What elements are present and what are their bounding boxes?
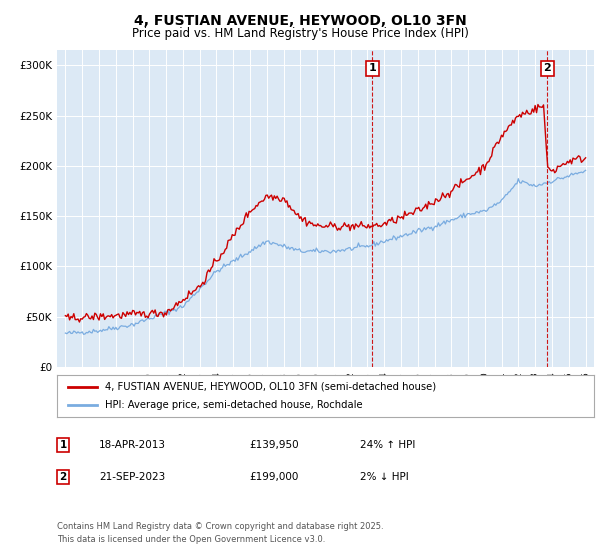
Text: 21-SEP-2023: 21-SEP-2023 [99,472,165,482]
Text: 2: 2 [544,63,551,73]
Text: Contains HM Land Registry data © Crown copyright and database right 2025.
This d: Contains HM Land Registry data © Crown c… [57,522,383,544]
Text: 18-APR-2013: 18-APR-2013 [99,440,166,450]
Text: HPI: Average price, semi-detached house, Rochdale: HPI: Average price, semi-detached house,… [106,400,363,410]
Text: 1: 1 [59,440,67,450]
Text: 4, FUSTIAN AVENUE, HEYWOOD, OL10 3FN (semi-detached house): 4, FUSTIAN AVENUE, HEYWOOD, OL10 3FN (se… [106,381,436,391]
Text: 24% ↑ HPI: 24% ↑ HPI [360,440,415,450]
Text: £139,950: £139,950 [249,440,299,450]
Text: 2: 2 [59,472,67,482]
Text: 4, FUSTIAN AVENUE, HEYWOOD, OL10 3FN: 4, FUSTIAN AVENUE, HEYWOOD, OL10 3FN [134,14,466,28]
Text: 2% ↓ HPI: 2% ↓ HPI [360,472,409,482]
Text: £199,000: £199,000 [249,472,298,482]
Text: 1: 1 [368,63,376,73]
Text: Price paid vs. HM Land Registry's House Price Index (HPI): Price paid vs. HM Land Registry's House … [131,27,469,40]
